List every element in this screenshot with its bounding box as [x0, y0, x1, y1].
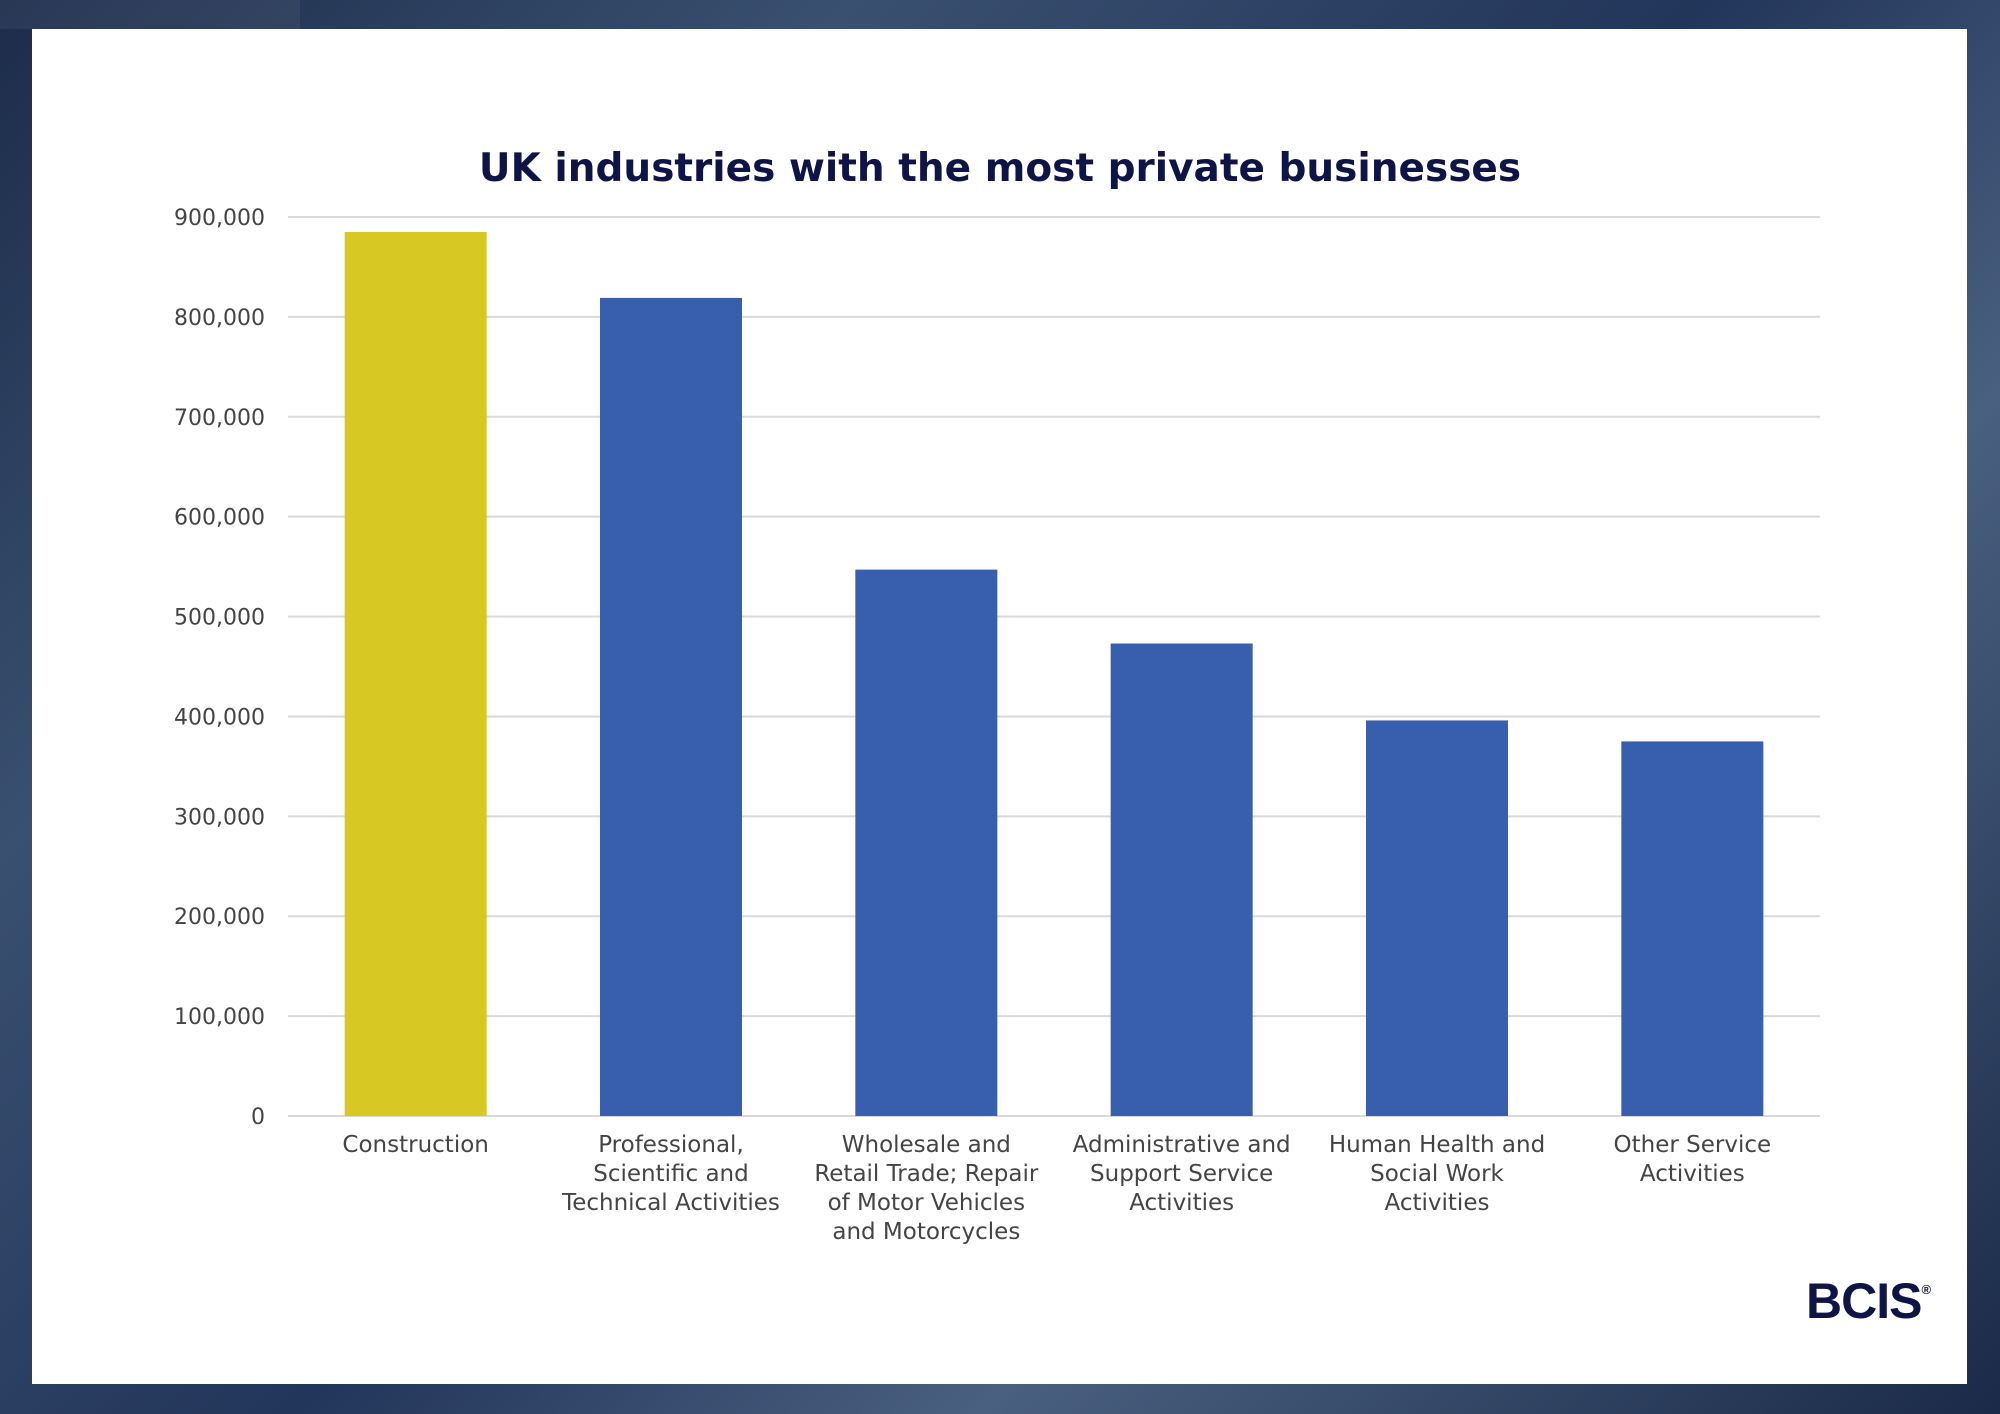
x-tick-label-line: Professional, — [598, 1132, 744, 1158]
y-tick-label: 500,000 — [174, 606, 265, 631]
x-tick-label: Administrative and Support Service Activit… — [1057, 1131, 1307, 1218]
bar — [344, 231, 487, 1116]
x-tick-label-line: Other Service — [1613, 1132, 1772, 1158]
x-tick-label-line: Human Health and — [1328, 1132, 1546, 1158]
x-tick-label: Construction — [291, 1131, 541, 1160]
x-tick-label-line: Administrative and — [1072, 1132, 1291, 1158]
y-tick-label: 100,000 — [174, 1005, 265, 1030]
x-tick-label-line: Wholesale and — [841, 1132, 1011, 1158]
x-tick-label-line: Activities — [1129, 1190, 1235, 1216]
x-tick-label-line: of Motor Vehicles — [827, 1190, 1026, 1216]
bar — [1366, 720, 1508, 1116]
x-tick-label-line: Construction — [342, 1132, 489, 1158]
x-tick-label-line: and Motorcycles — [832, 1219, 1021, 1245]
y-tick-label: 700,000 — [174, 406, 265, 431]
x-tick-label-line: Retail Trade; Repair — [814, 1161, 1039, 1187]
logo-text: BCIS — [1806, 1273, 1922, 1329]
x-tick-label: Professional, Scientific and Technical Act… — [546, 1131, 796, 1218]
x-tick-label: Other Service Activities — [1567, 1131, 1817, 1189]
registered-mark: ® — [1921, 1282, 1931, 1297]
x-tick-label-line: Activities — [1639, 1161, 1745, 1187]
bcis-logo: BCIS® — [1806, 1272, 1931, 1330]
bar — [1621, 741, 1764, 1116]
x-tick-label-line: Support Service — [1090, 1161, 1274, 1187]
x-tick-label-line: Technical Activities — [562, 1190, 780, 1216]
background-facet — [0, 0, 300, 29]
chart-title: UK industries with the most private busi… — [478, 146, 1522, 191]
y-tick-label: 900,000 — [174, 206, 265, 231]
y-tick-label: 600,000 — [174, 506, 265, 531]
y-tick-label: 400,000 — [174, 705, 265, 730]
x-tick-label-line: Scientific and — [593, 1161, 749, 1187]
y-tick-label: 0 — [251, 1105, 265, 1130]
x-tick-label-line: Activities — [1384, 1190, 1490, 1216]
x-tick-label: Human Health and Social Work Activities — [1312, 1131, 1562, 1218]
y-tick-label: 200,000 — [174, 905, 265, 930]
x-tick-label-line: Social Work — [1370, 1161, 1504, 1187]
bar — [855, 569, 998, 1116]
bar — [600, 297, 742, 1116]
bar — [1110, 643, 1253, 1116]
y-tick-label: 800,000 — [174, 306, 265, 331]
x-tick-label: Wholesale and Retail Trade; Repair of Moto… — [801, 1131, 1051, 1247]
y-tick-label: 300,000 — [174, 805, 265, 830]
